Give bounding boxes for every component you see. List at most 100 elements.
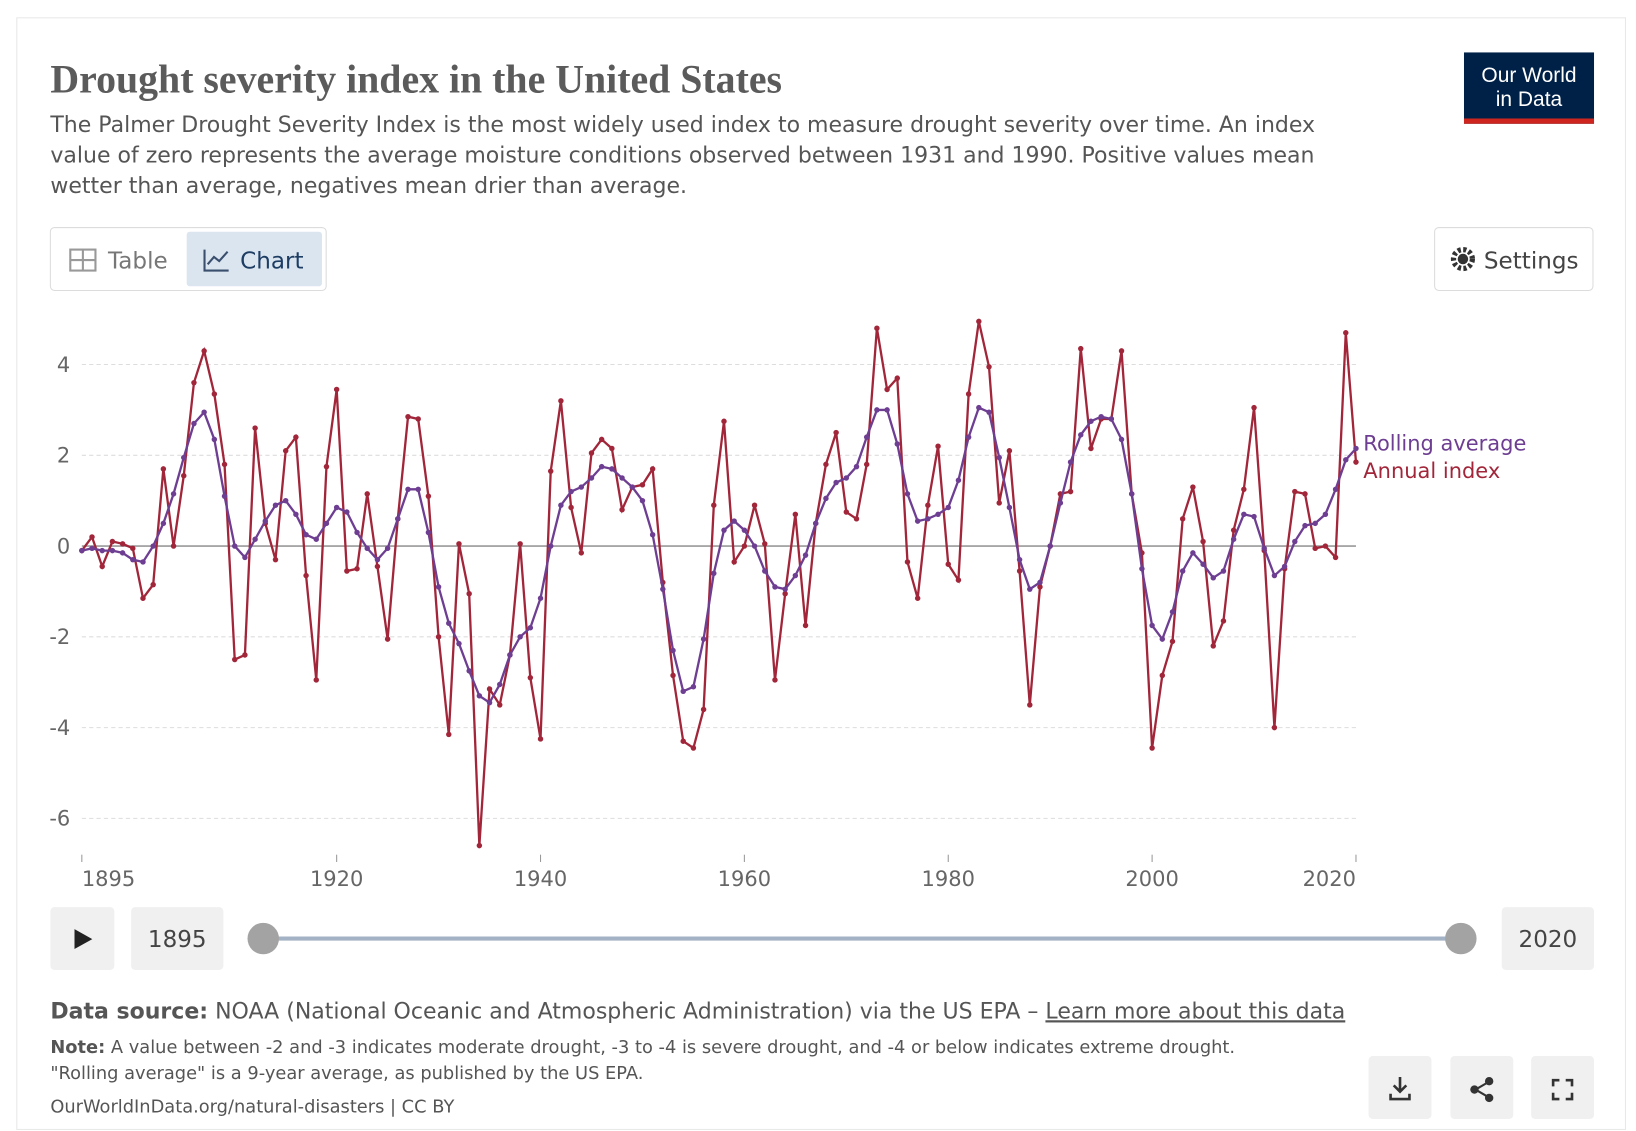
point	[588, 450, 595, 456]
point	[660, 586, 666, 592]
table-tab[interactable]: Table	[69, 248, 168, 274]
play-button[interactable]	[50, 907, 115, 971]
point	[965, 391, 972, 397]
point	[1302, 522, 1308, 529]
point	[1281, 563, 1288, 570]
point	[262, 518, 269, 524]
point	[1006, 448, 1013, 454]
point	[1159, 636, 1166, 642]
download-button[interactable]	[1368, 1056, 1432, 1119]
point	[558, 502, 564, 508]
point	[344, 568, 350, 574]
point	[1027, 702, 1033, 708]
point	[894, 441, 901, 447]
settings-button[interactable]: Settings	[1434, 227, 1594, 292]
point	[221, 493, 228, 499]
point	[741, 527, 748, 533]
point	[1251, 513, 1257, 520]
series-line	[81, 406, 1357, 705]
point	[935, 443, 941, 449]
point	[79, 547, 85, 554]
source-line: Data source: NOAA (National Oceanic and …	[50, 999, 1345, 1024]
point	[598, 463, 605, 470]
point	[731, 518, 737, 524]
logo-text: Our World	[1481, 64, 1576, 87]
point	[415, 416, 421, 422]
point	[690, 745, 697, 751]
point	[1169, 638, 1176, 645]
point	[231, 656, 238, 663]
point	[1332, 554, 1339, 561]
point	[1108, 416, 1115, 422]
tab-label: Chart	[240, 248, 303, 274]
play-icon	[74, 929, 93, 950]
point	[130, 556, 136, 563]
source-label: Data source:	[50, 999, 208, 1024]
legend-label: Rolling average	[1363, 432, 1526, 456]
point	[568, 504, 574, 511]
fullscreen-button[interactable]	[1531, 1056, 1595, 1119]
y-tick-label: 2	[57, 444, 70, 468]
point	[89, 545, 95, 552]
plot: -6 -4 -2 0 2 4 1895 1920 1940 1960 1980 2000 2020 Rol…	[49, 318, 1526, 891]
point	[547, 468, 554, 474]
timeline-handle[interactable]	[247, 922, 279, 955]
frame	[16, 17, 1627, 1130]
button-box	[1531, 1056, 1595, 1119]
point	[1047, 543, 1053, 549]
chart-icon	[206, 250, 229, 265]
point	[1139, 566, 1145, 572]
point	[1179, 568, 1186, 574]
point	[1332, 486, 1339, 493]
point	[497, 702, 503, 708]
timeline-end-box	[1501, 907, 1595, 971]
point	[1230, 536, 1237, 542]
point	[160, 520, 167, 527]
y-tick-label: -4	[49, 716, 70, 740]
note-line: Note: A value between -2 and -3 indicate…	[50, 1037, 1235, 1058]
point	[751, 543, 758, 549]
point	[955, 577, 962, 583]
point	[456, 640, 462, 647]
point	[853, 516, 860, 522]
point	[486, 699, 493, 706]
point	[201, 348, 207, 354]
share-icon	[1484, 1076, 1494, 1086]
timeline-handle[interactable]	[1445, 922, 1477, 955]
point	[181, 472, 187, 479]
point	[140, 595, 146, 601]
point	[1271, 572, 1278, 579]
point	[792, 572, 799, 579]
point	[384, 545, 391, 552]
source-link[interactable]: Learn more about this data	[1045, 999, 1345, 1024]
point	[537, 736, 544, 742]
point	[792, 511, 799, 518]
point	[588, 475, 595, 481]
point	[1078, 345, 1084, 352]
legend-label: Annual index	[1363, 459, 1500, 483]
x-tick-label: 2020	[1303, 867, 1356, 891]
settings-box	[1434, 227, 1594, 292]
point	[1241, 486, 1247, 493]
point	[1016, 556, 1023, 563]
point	[925, 516, 931, 522]
point	[303, 531, 309, 538]
point	[1220, 618, 1227, 624]
point	[160, 466, 167, 472]
point	[986, 364, 992, 370]
chart-tab[interactable]: Chart	[186, 231, 322, 287]
point	[1343, 330, 1349, 336]
point	[170, 543, 177, 549]
point	[823, 461, 829, 468]
logo-text: in Data	[1496, 88, 1563, 111]
download-icon	[1389, 1076, 1411, 1101]
point	[578, 484, 585, 490]
x-tick-label: 1895	[82, 867, 135, 891]
logo[interactable]: Our World in Data	[1463, 52, 1595, 124]
point	[711, 570, 717, 577]
point	[690, 684, 697, 690]
share-button[interactable]	[1450, 1056, 1514, 1119]
point	[762, 568, 768, 574]
button-box	[1450, 1056, 1514, 1119]
